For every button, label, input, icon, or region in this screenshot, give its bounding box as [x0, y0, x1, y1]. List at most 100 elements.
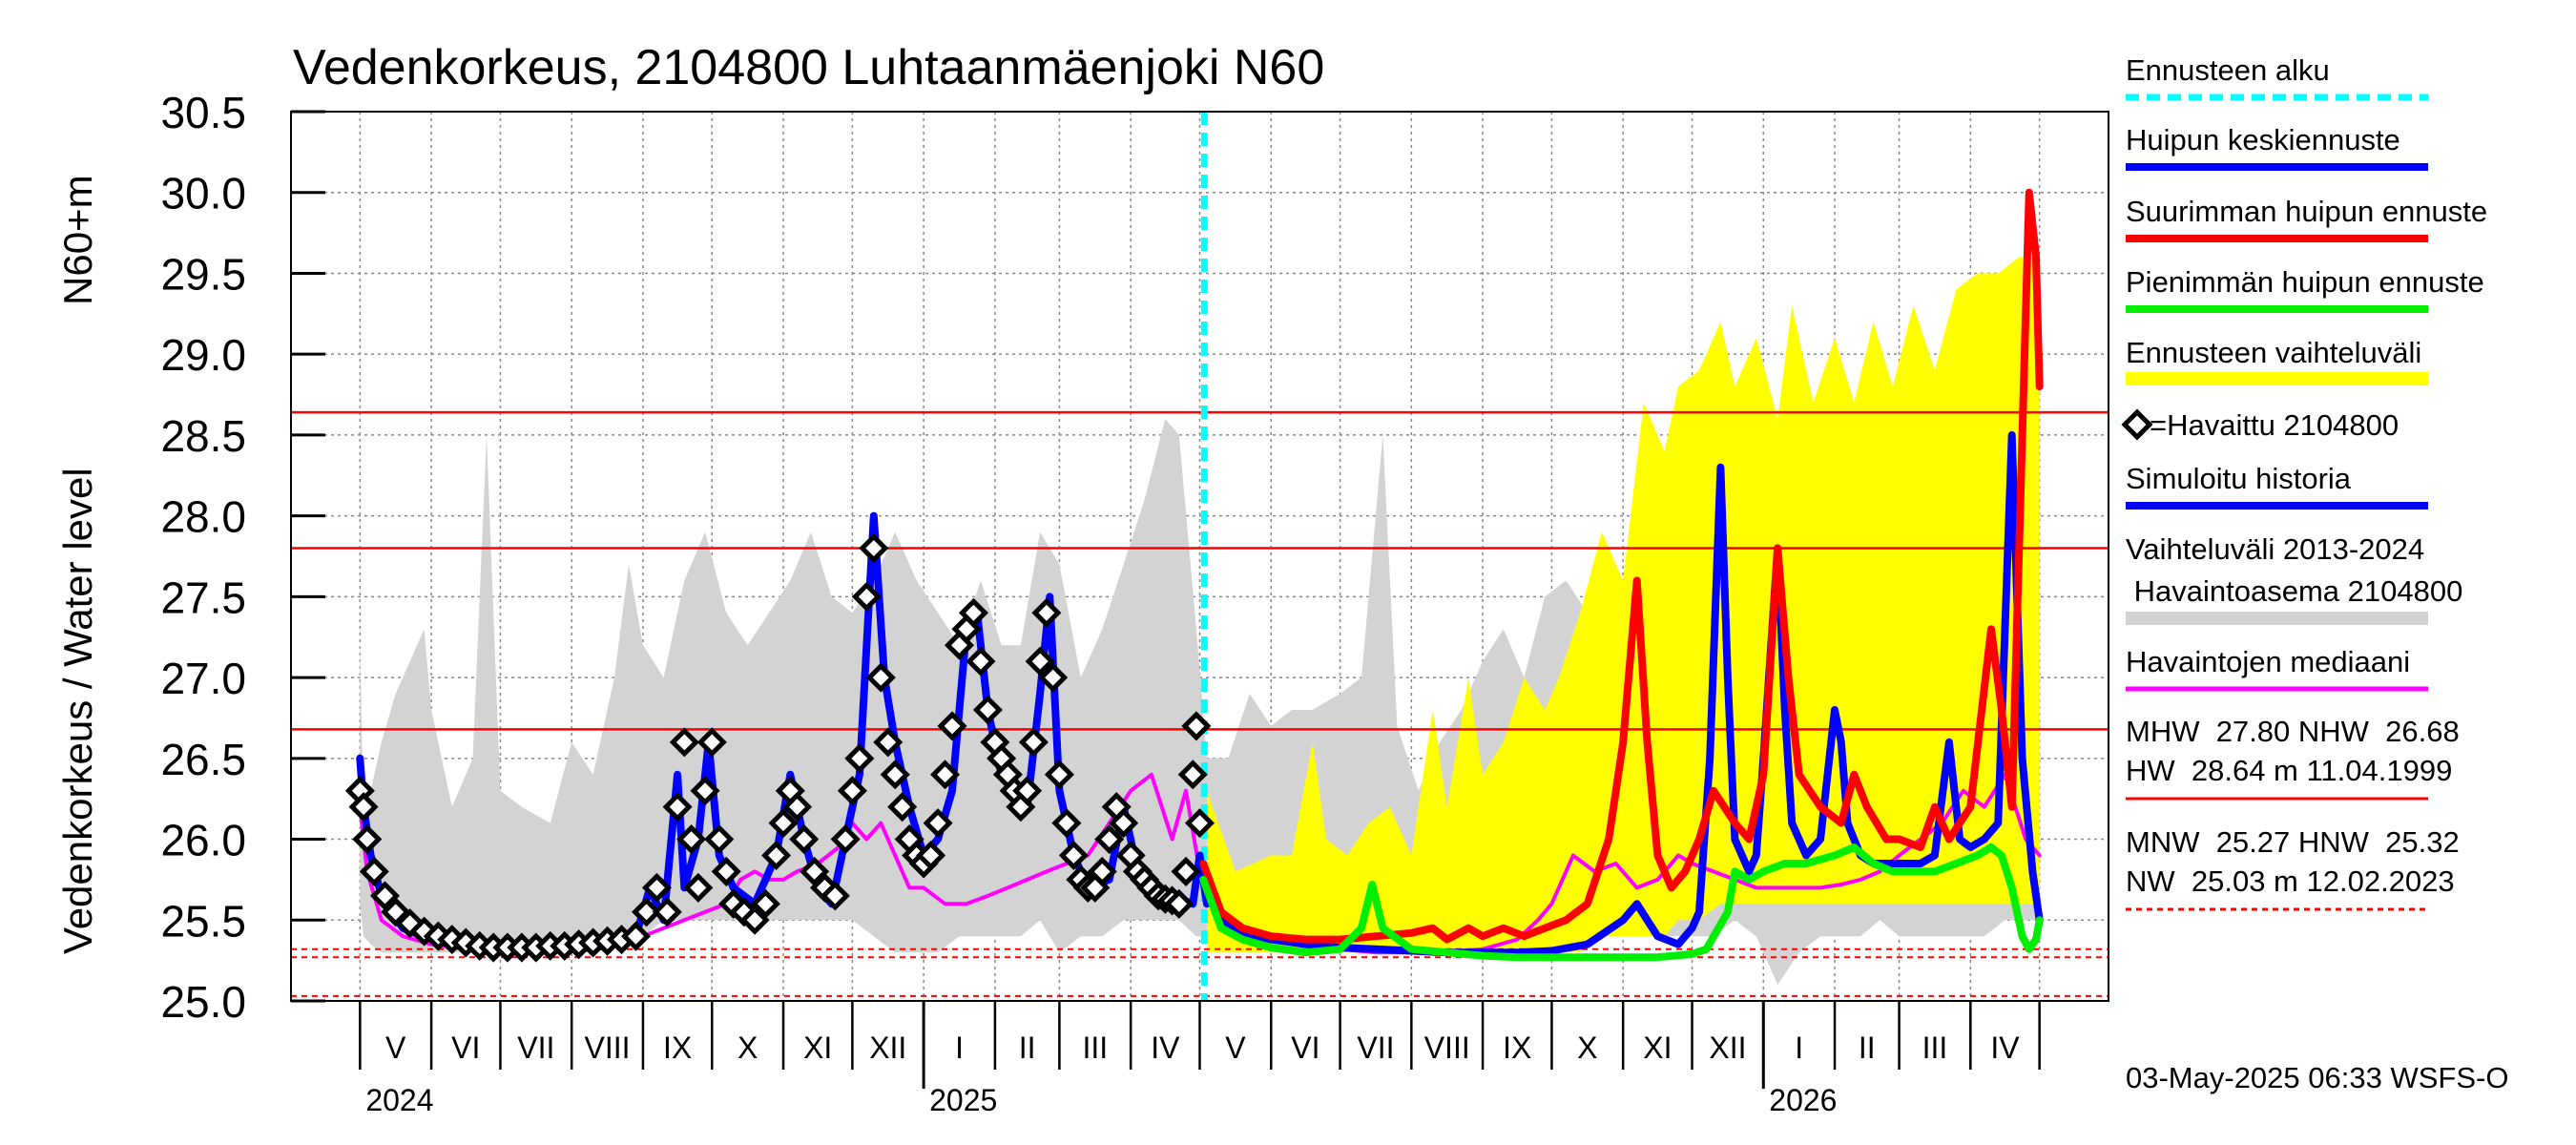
observed-point [1018, 727, 1049, 758]
observed-point [662, 792, 693, 822]
observed-point [1087, 856, 1117, 886]
legend-simulated-label: Simuloitu historia [2126, 462, 2352, 495]
y-tick-label: 26.0 [160, 816, 246, 865]
legend-observed-marker [2121, 408, 2153, 441]
observed-point [1094, 824, 1125, 855]
month-label: VI [451, 1030, 480, 1065]
legend-mean-peak-label: Huipun keskiennuste [2126, 123, 2400, 156]
observed-point [1058, 840, 1089, 871]
observed-point [711, 856, 741, 886]
year-label: 2026 [1769, 1083, 1837, 1117]
y-axis-label-left: Vedenkorkeus / Water level [55, 468, 100, 954]
observed-point [641, 872, 672, 903]
grid-lines [291, 112, 2109, 1001]
observed-point [761, 840, 792, 871]
observed-point [873, 727, 904, 758]
legend-median-label: Havaintojen mediaani [2126, 645, 2410, 678]
observed-point [1038, 662, 1069, 693]
stat-mnw-hnw: MNW 25.27 HNW 25.32 [2126, 825, 2460, 859]
observed-point [690, 776, 720, 806]
month-label: VII [1357, 1030, 1394, 1065]
month-label: VII [517, 1030, 554, 1065]
observed-point [1171, 856, 1201, 886]
legend-max-peak-label: Suurimman huipun ennuste [2126, 195, 2487, 228]
observed-point [916, 840, 946, 871]
observed-point [1164, 888, 1195, 919]
y-tick-label: 30.0 [160, 169, 246, 219]
month-label: IX [1503, 1030, 1531, 1065]
x-axis-ticks: V VI VII VIII IX X XI XII I II III IV V VI VII VIII IX X X… [359, 1001, 2041, 1117]
y-tick-label: 25.0 [160, 977, 246, 1027]
observed-point [768, 808, 799, 839]
observed-point [880, 760, 910, 790]
observed-point [859, 532, 889, 564]
month-label: I [1795, 1030, 1803, 1065]
y-tick-label: 28.0 [160, 492, 246, 542]
legend-observed-label: =Havaittu 2104800 [2150, 408, 2399, 442]
observed-point [1115, 840, 1146, 871]
stat-nw: NW 25.03 m 12.02.2023 [2126, 864, 2455, 898]
y-tick-label: 25.5 [160, 896, 246, 946]
forecast-range-band [1207, 257, 2040, 953]
median-line [358, 772, 2042, 955]
observed-point [887, 792, 918, 822]
observed-point [704, 824, 735, 855]
month-label: X [1577, 1030, 1597, 1065]
observed-point [1177, 760, 1208, 790]
observed-point [992, 760, 1023, 790]
month-label: XII [1709, 1030, 1746, 1065]
observed-point [620, 921, 652, 951]
observed-point [1051, 808, 1082, 839]
month-label: II [1019, 1030, 1036, 1065]
month-label: II [1859, 1030, 1876, 1065]
observed-point [1184, 808, 1215, 839]
observed-point [851, 581, 882, 612]
stat-hw: HW 28.64 m 11.04.1999 [2126, 754, 2452, 787]
observed-markers [344, 532, 1215, 963]
observed-point [1031, 597, 1062, 628]
observed-point [1012, 776, 1043, 806]
observed-point [696, 727, 727, 758]
observed-point [972, 695, 1003, 725]
observed-point [369, 881, 401, 911]
month-label: X [737, 1030, 758, 1065]
observed-point [683, 872, 714, 903]
legend-forecast-range-label: Ennusteen vaihteluväli [2126, 336, 2421, 369]
month-label: VIII [585, 1030, 631, 1065]
observed-point [1181, 711, 1212, 741]
observed-point [789, 824, 820, 855]
observed-point [1044, 760, 1074, 790]
month-label: XI [1643, 1030, 1672, 1065]
y-tick-label: 27.5 [160, 572, 246, 622]
month-label: XI [803, 1030, 832, 1065]
y-axis-ticks: 25.0 25.5 26.0 26.5 27.0 27.5 28.0 28.5 29.0 29.5… [160, 88, 325, 1027]
year-label: 2024 [365, 1083, 433, 1117]
month-label: IV [1990, 1030, 2020, 1065]
max-peak-forecast-line [1199, 188, 2044, 944]
month-label: XII [869, 1030, 906, 1065]
observed-point [966, 646, 996, 677]
y-tick-label: 29.0 [160, 330, 246, 380]
observed-point [739, 905, 770, 935]
year-label: 2025 [929, 1083, 997, 1117]
y-tick-label: 28.5 [160, 411, 246, 461]
observed-point [750, 888, 780, 919]
month-label: VIII [1424, 1030, 1470, 1065]
observed-point [930, 760, 961, 790]
observed-point [1101, 792, 1132, 822]
observed-point [348, 792, 379, 822]
legend: Ennusteen alku Huipun keskiennuste Suuri… [2121, 53, 2487, 911]
observed-point [830, 824, 861, 855]
observed-point [944, 630, 975, 660]
legend-forecast-start-label: Ennusteen alku [2126, 53, 2330, 87]
observed-point [676, 824, 707, 855]
observed-point [1025, 646, 1055, 677]
stat-mhw-nhw: MHW 27.80 NHW 26.68 [2126, 715, 2460, 748]
observed-point [344, 776, 375, 806]
month-label: IV [1151, 1030, 1180, 1065]
observed-point [820, 881, 850, 911]
y-tick-label: 26.5 [160, 735, 246, 784]
y-tick-label: 29.5 [160, 249, 246, 299]
y-axis-label-right: N60+m [55, 175, 100, 305]
y-tick-label: 27.0 [160, 654, 246, 703]
